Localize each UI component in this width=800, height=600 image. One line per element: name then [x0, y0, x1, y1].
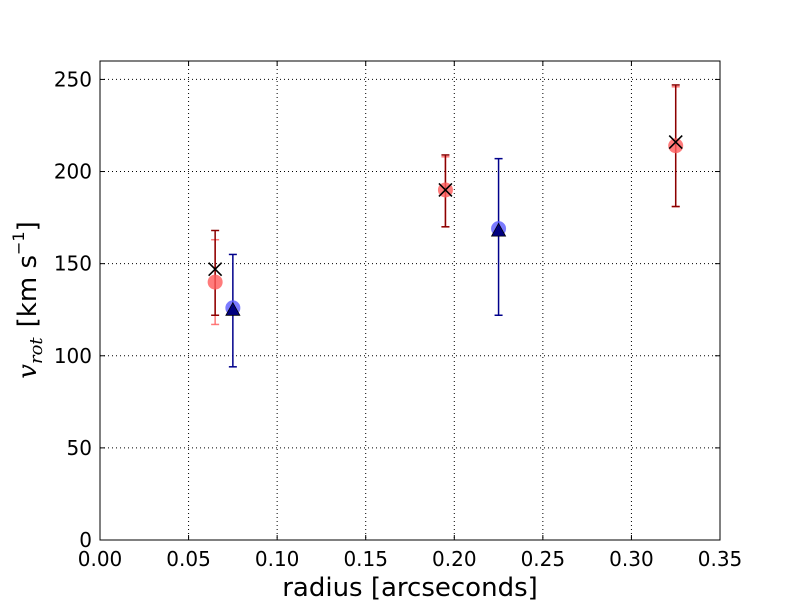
x-tick-label: 0.15	[343, 547, 388, 571]
grid-layer	[99, 61, 721, 541]
y-axis-label-symbol: v	[13, 364, 43, 379]
x-tick-label: 0.30	[609, 547, 654, 571]
y-axis-label-subscript: rot	[26, 337, 47, 364]
y-tick-label: 100	[54, 344, 92, 368]
data-point-x	[668, 134, 683, 150]
x-axis-label: radius [arcseconds]	[282, 573, 538, 600]
x-tick-label: 0.05	[166, 547, 211, 571]
y-tick-label: 200	[54, 160, 92, 184]
y-axis-label-units: [km s	[13, 255, 43, 327]
x-tick-label: 0.35	[698, 547, 743, 571]
data-point-triangle	[490, 222, 507, 237]
tick-layer: 0.00 0.05 0.10 0.15 0.20 0.25 0.30 0.35 0 50 100 15…	[54, 61, 742, 571]
y-tick-label: 0	[79, 528, 92, 552]
plot-frame	[99, 60, 721, 541]
errorbar-layer	[211, 84, 680, 368]
data-point-x	[438, 182, 453, 198]
data-point-x	[208, 262, 223, 277]
y-tick-label: 250	[54, 67, 92, 91]
data-point-circle	[668, 138, 684, 154]
y-axis-label-exponent: −1	[9, 231, 28, 255]
y-axis-label-units-close: ]	[13, 221, 43, 231]
marker-layer	[207, 134, 684, 316]
x-tick-label: 0.10	[255, 547, 300, 571]
x-tick-label: 0.20	[432, 547, 477, 571]
x-tick-label: 0.25	[521, 547, 566, 571]
y-axis-label: vrot [km s−1]	[9, 221, 47, 378]
x-tick-label: 0.00	[78, 547, 123, 571]
data-point-circle	[207, 274, 223, 290]
y-tick-label: 50	[67, 436, 92, 460]
y-tick-label: 150	[54, 252, 92, 276]
data-point-triangle	[225, 301, 241, 316]
